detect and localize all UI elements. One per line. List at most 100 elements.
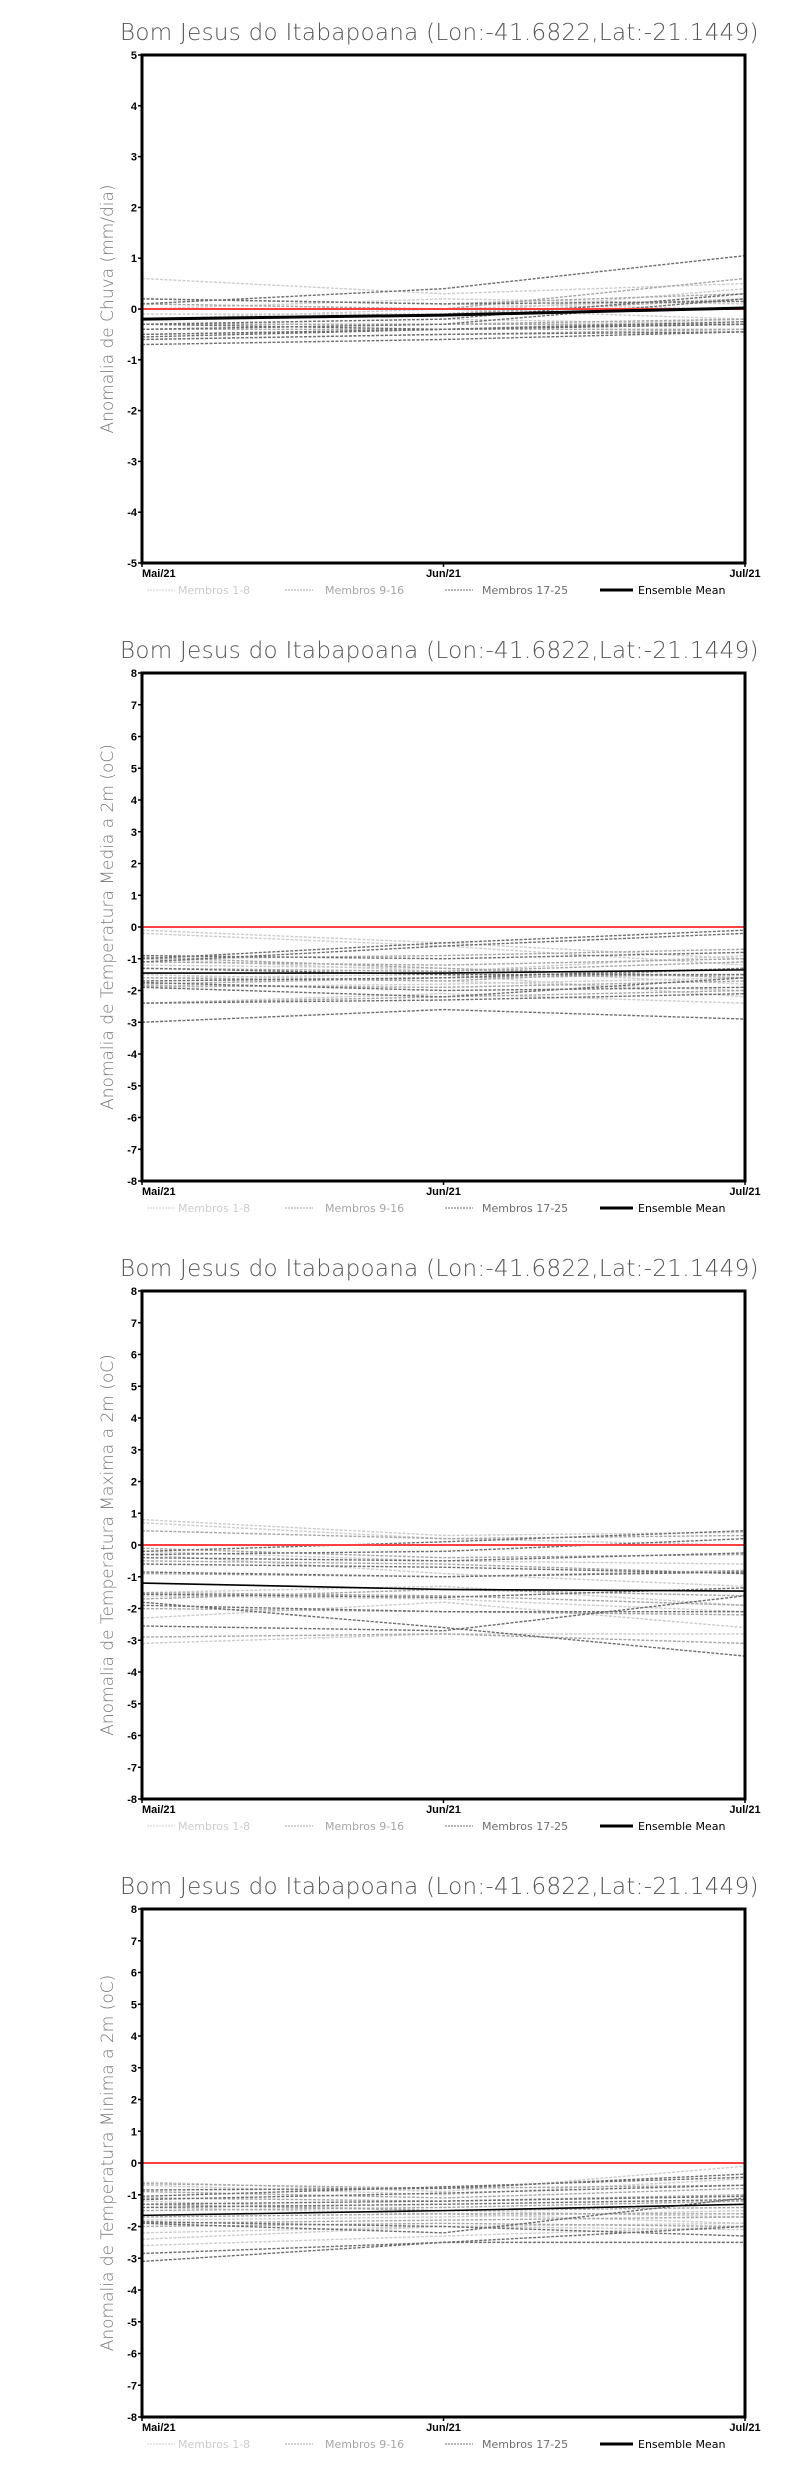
member-line-9 [141,948,746,960]
x-tick-label: Mai/21 [142,2422,176,2434]
legend-item-m2: Membros 9-16 [285,1202,404,1215]
y-tick-label: 8 [131,1904,137,1916]
member-line-11 [141,1560,746,1575]
chart-title: Bom Jesus do Itabapoana (Lon:-41.6822,La… [120,638,759,664]
x-tick-label: Jul/21 [729,1186,760,1198]
y-tick-label: 1 [131,2126,137,2138]
member-line-25 [141,323,746,338]
ensemble-mean-line [141,2203,746,2217]
legend-item-m2: Membros 9-16 [285,2438,404,2451]
member-line-20 [141,2197,746,2234]
member-line-16 [141,1633,746,1645]
y-tick-label: -8 [127,1176,137,1188]
y-tick-label: 4 [131,1413,138,1425]
member-line-1 [141,277,746,295]
member-line-22 [141,992,746,1004]
x-tick-label: Mai/21 [142,1186,176,1198]
member-line-17 [141,2173,746,2191]
member-line-4 [141,2225,746,2247]
x-tick-label: Mai/21 [142,568,176,580]
y-tick-label: -2 [127,406,137,418]
legend-label: Membros 9-16 [325,1202,404,1215]
y-tick-label: 5 [131,50,137,62]
legend-label: Membros 17-25 [482,1202,568,1215]
member-line-23 [141,1587,746,1599]
member-line-16 [141,980,746,989]
member-line-11 [142,323,746,331]
y-tick-label: 0 [131,922,137,934]
y-tick-label: -6 [127,2349,137,2361]
legend-label: Ensemble Mean [638,1202,725,1215]
legend-label: Membros 9-16 [325,584,404,597]
y-tick-label: 8 [131,668,137,680]
y-tick-label: 5 [131,763,137,775]
y-tick-label: -4 [127,1049,138,1061]
y-axis-label: Anomalia de Chuva (mm/dia) [98,184,118,433]
y-tick-label: -5 [127,2317,137,2329]
member-line-22 [141,331,746,346]
y-axis-label: Anomalia de Temperatura Maxima a 2m (oC) [98,1354,118,1736]
y-tick-label: -7 [127,1144,137,1156]
y-tick-label: 2 [131,1477,137,1489]
member-line-16 [141,2213,745,2218]
y-tick-label: -1 [127,1572,137,1584]
member-line-1 [141,1518,746,1537]
chart-title: Bom Jesus do Itabapoana (Lon:-41.6822,La… [120,20,759,46]
member-line-4 [141,992,746,1004]
member-line-12 [141,1591,746,1607]
y-tick-label: -4 [127,507,138,519]
y-tick-label: -1 [127,355,137,367]
member-line-3 [141,1553,746,1587]
y-tick-label: -4 [127,1667,138,1679]
member-line-2 [141,2178,746,2196]
chart-svg: Bom Jesus do Itabapoana (Lon:-41.6822,La… [98,638,761,1215]
member-line-17 [141,929,746,960]
y-axis-label: Anomalia de Temperatura Media a 2m (oC) [98,744,118,1110]
x-tick-label: Jun/21 [426,1186,461,1198]
member-line-23 [141,967,745,976]
member-line-22 [141,1595,746,1632]
y-tick-label: 8 [131,1286,137,1298]
y-tick-label: -2 [127,2222,137,2234]
member-line-14 [141,967,746,982]
y-tick-label: 0 [131,2158,137,2170]
x-tick-label: Jul/21 [729,568,760,580]
member-line-25 [141,1552,746,1562]
member-line-24 [141,1604,745,1613]
y-tick-label: -8 [127,2412,137,2424]
member-line-20 [141,1571,746,1578]
chart-title: Bom Jesus do Itabapoana (Lon:-41.6822,La… [120,1256,759,1282]
y-tick-label: 2 [131,2095,137,2107]
member-line-12 [141,2216,746,2225]
member-line-18 [141,293,746,325]
legend-item-mean: Ensemble Mean [600,584,725,597]
x-tick-label: Jun/21 [426,2422,461,2434]
chart-svg: Bom Jesus do Itabapoana (Lon:-41.6822,La… [98,20,761,597]
y-tick-label: -3 [127,2253,137,2265]
member-line-19 [141,967,746,982]
legend-item-m2: Membros 9-16 [285,584,404,597]
y-tick-label: 1 [131,253,137,265]
x-tick-label: Jul/21 [729,1804,760,1816]
legend-item-m1: Membros 1-8 [147,1202,250,1215]
y-tick-label: 3 [131,1445,137,1457]
y-tick-label: -6 [127,1113,137,1125]
y-tick-label: 7 [131,700,137,712]
y-tick-label: -5 [127,1081,137,1093]
legend-label: Ensemble Mean [638,584,725,597]
y-tick-label: -8 [127,1794,137,1806]
member-line-19 [141,2195,746,2205]
y-tick-label: -2 [127,1604,137,1616]
x-tick-label: Jun/21 [426,1804,461,1816]
chart-svg: Bom Jesus do Itabapoana (Lon:-41.6822,La… [98,1874,761,2451]
member-line-20 [141,977,746,998]
member-line-7 [141,318,746,336]
y-tick-label: -5 [127,1699,137,1711]
legend-label: Membros 17-25 [482,2438,568,2451]
member-line-8 [141,1595,746,1613]
legend-label: Ensemble Mean [638,1820,725,1833]
y-tick-label: 3 [131,2063,137,2075]
legend-item-mean: Ensemble Mean [600,1202,725,1215]
x-tick-label: Jul/21 [729,2422,760,2434]
legend-item-m2: Membros 9-16 [285,1820,404,1833]
